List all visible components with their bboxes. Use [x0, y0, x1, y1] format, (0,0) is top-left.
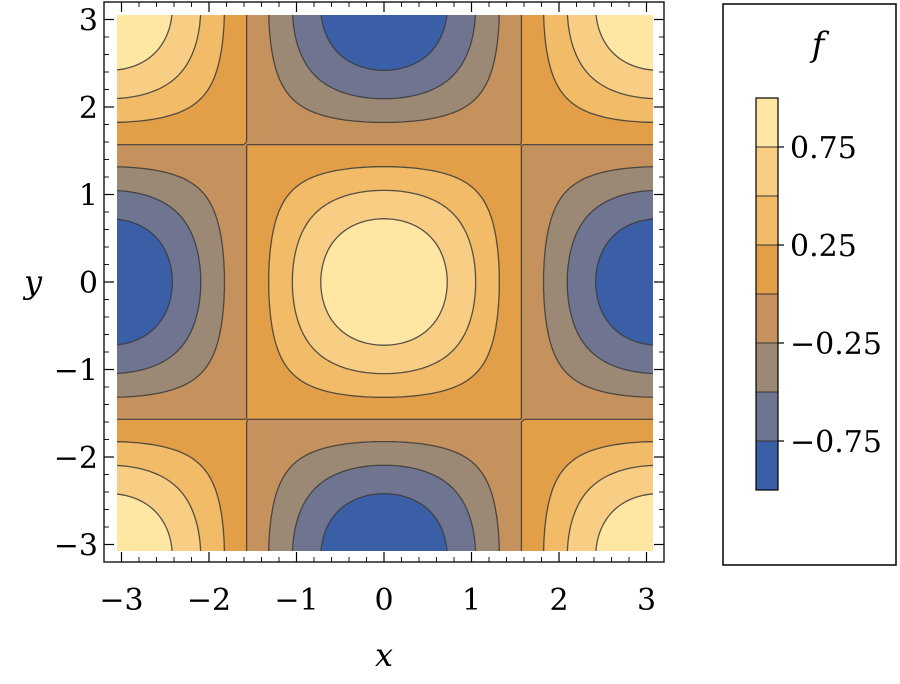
colorbar-tick-label: 0.25 [790, 229, 857, 264]
x-axis-minor-ticks [103, 2, 665, 562]
colorbar-band [756, 294, 778, 343]
x-tick-label: −3 [99, 583, 143, 618]
colorbar-tick-label: −0.75 [790, 425, 882, 460]
y-tick-label: −3 [54, 529, 98, 564]
colorbar-tick-label: −0.25 [790, 327, 882, 362]
colorbar [755, 97, 779, 491]
colorbar-band [756, 196, 778, 245]
contour-line [117, 15, 653, 551]
contour-line [117, 15, 653, 551]
y-tick-label: −1 [54, 354, 98, 389]
contour-line [117, 15, 653, 551]
y-tick-label: 0 [79, 266, 98, 301]
y-tick-label: −2 [54, 441, 98, 476]
colorbar-band [756, 343, 778, 392]
x-tick-label: 2 [549, 583, 568, 618]
contour-field [117, 15, 653, 551]
colorbar-frame [755, 97, 779, 491]
contour-line [117, 15, 653, 551]
x-tick-label: 1 [462, 583, 481, 618]
colorbar-band [756, 392, 778, 441]
y-axis-minor-ticks [104, 1, 664, 563]
x-tick-label: −2 [187, 583, 231, 618]
colorbar-band [756, 245, 778, 294]
colorbar-band [756, 147, 778, 196]
contour-lines [117, 15, 653, 551]
contour-line [117, 15, 653, 551]
colorbar-labels: 0.75 0.25 −0.25 −0.75 [778, 131, 882, 460]
contour-bands [117, 15, 653, 551]
y-tick-label: 1 [79, 179, 98, 214]
x-tick-label: 0 [374, 583, 393, 618]
y-tick-label: 2 [79, 91, 98, 126]
colorbar-tick-label: 0.75 [790, 131, 857, 166]
x-axis-ticks: −3 −2 −1 0 1 2 3 [99, 2, 656, 618]
legend-frame [722, 3, 897, 566]
colorbar-band [756, 441, 778, 490]
contour-line [117, 15, 653, 551]
y-axis-title: y [22, 263, 43, 301]
legend: f 0.750.25−0.25−0.75 [722, 3, 897, 566]
colorbar-band [756, 98, 778, 147]
contour-line [117, 15, 653, 551]
y-tick-label: 3 [79, 4, 98, 39]
x-axis-title: x [375, 636, 393, 674]
x-tick-label: −1 [274, 583, 318, 618]
x-tick-label: 3 [637, 583, 656, 618]
y-axis-ticks: −3 −2 −1 0 1 2 3 [54, 4, 664, 564]
